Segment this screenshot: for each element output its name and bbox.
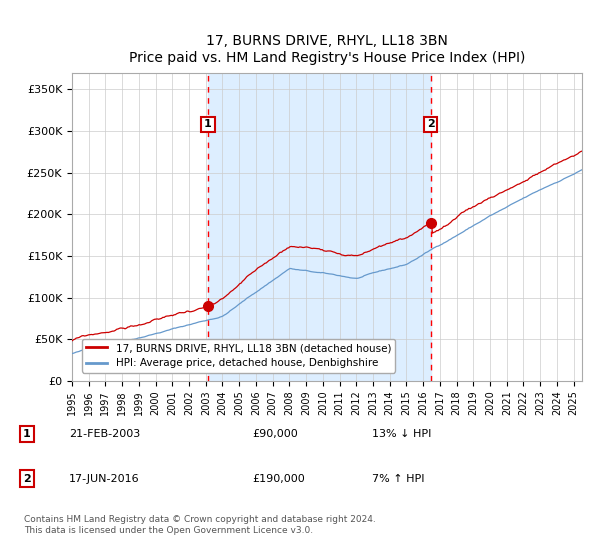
Text: 1: 1 (204, 119, 212, 129)
Title: 17, BURNS DRIVE, RHYL, LL18 3BN
Price paid vs. HM Land Registry's House Price In: 17, BURNS DRIVE, RHYL, LL18 3BN Price pa… (129, 35, 525, 65)
Text: 7% ↑ HPI: 7% ↑ HPI (372, 474, 425, 484)
Bar (208, 73, 431, 381)
Text: £190,000: £190,000 (252, 474, 305, 484)
Text: 2: 2 (23, 474, 31, 484)
Text: 2: 2 (427, 119, 435, 129)
Text: 21-FEB-2003: 21-FEB-2003 (69, 429, 140, 439)
Text: Contains HM Land Registry data © Crown copyright and database right 2024.
This d: Contains HM Land Registry data © Crown c… (24, 515, 376, 535)
Text: 17-JUN-2016: 17-JUN-2016 (69, 474, 140, 484)
Text: 13% ↓ HPI: 13% ↓ HPI (372, 429, 431, 439)
Legend: 17, BURNS DRIVE, RHYL, LL18 3BN (detached house), HPI: Average price, detached h: 17, BURNS DRIVE, RHYL, LL18 3BN (detache… (82, 339, 395, 372)
Text: 1: 1 (23, 429, 31, 439)
Text: £90,000: £90,000 (252, 429, 298, 439)
